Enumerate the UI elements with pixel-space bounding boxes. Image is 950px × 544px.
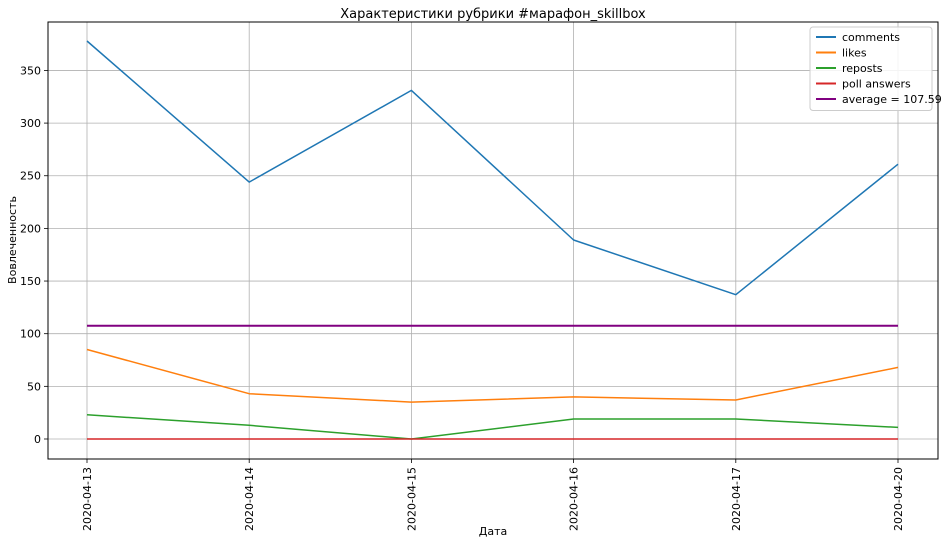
x-tick-label: 2020-04-14 — [243, 467, 256, 531]
legend-label: average = 107.59 — [842, 93, 942, 106]
x-tick-label: 2020-04-17 — [730, 467, 743, 531]
legend-label: reposts — [842, 62, 883, 75]
y-tick-label: 250 — [20, 170, 41, 183]
x-tick-label: 2020-04-13 — [81, 467, 94, 531]
y-tick-label: 350 — [20, 64, 41, 77]
plot-frame — [47, 21, 939, 460]
chart-title: Характеристики рубрики #марафон_skillbox — [340, 7, 646, 22]
series-line — [86, 348, 899, 403]
x-axis-label: Дата — [479, 525, 507, 538]
y-tick-label: 0 — [34, 433, 41, 446]
x-tick-label: 2020-04-16 — [568, 467, 581, 531]
y-tick-label: 100 — [20, 328, 41, 341]
legend-label: poll answers — [842, 78, 911, 91]
x-ticks: 2020-04-13 2020-04-14 2020-04-15 2020-04-16… — [81, 459, 905, 531]
y-ticks: 0 50 100 150 200 250 300 350 — [20, 64, 48, 446]
y-tick-label: 150 — [20, 275, 41, 288]
y-axis-label: Вовлеченность — [6, 196, 19, 284]
legend-label: likes — [842, 47, 867, 60]
series-lines — [86, 40, 899, 440]
y-tick-label: 50 — [27, 380, 41, 393]
x-tick-label: 2020-04-15 — [405, 467, 418, 531]
legend: comments likes reposts poll answers average … — [809, 26, 942, 111]
series-line — [86, 414, 899, 440]
series-line — [86, 40, 899, 296]
y-tick-label: 200 — [20, 222, 41, 235]
legend-label: comments — [842, 31, 900, 44]
y-tick-label: 300 — [20, 117, 41, 130]
legend-box — [809, 26, 933, 111]
x-tick-label: 2020-04-20 — [892, 467, 905, 531]
